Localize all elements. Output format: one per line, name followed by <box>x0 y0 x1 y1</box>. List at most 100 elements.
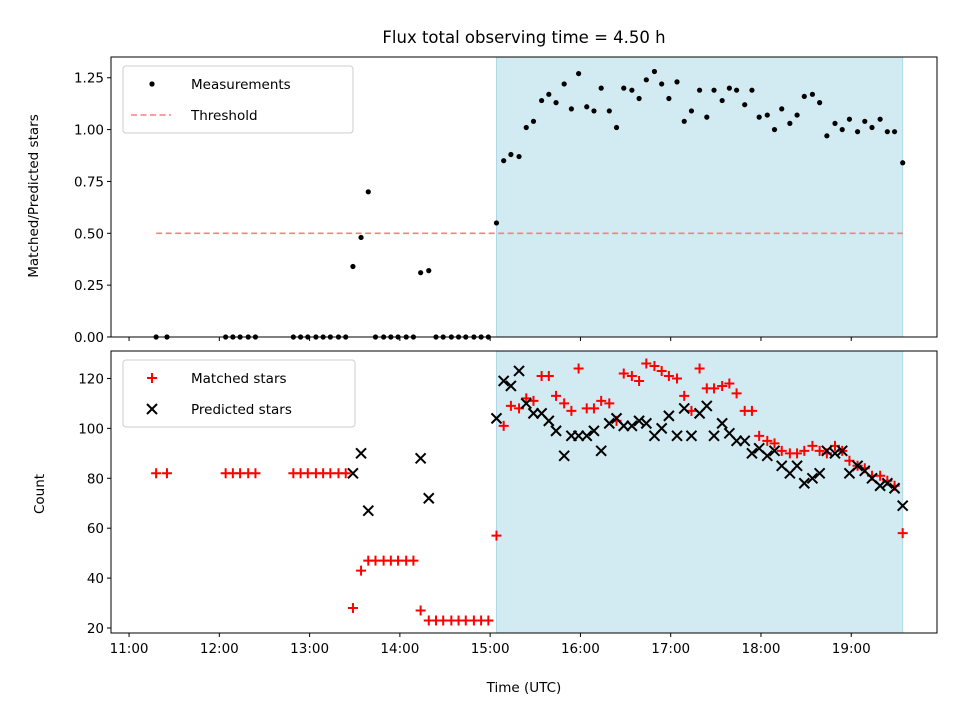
top-measurement-point <box>539 97 545 104</box>
bottom-legend-label: Predicted stars <box>191 402 292 418</box>
bottom-matched-point <box>566 405 577 416</box>
x-tick-label: 19:00 <box>832 641 871 657</box>
top-measurement-point <box>598 85 604 91</box>
top-measurement-point <box>516 153 522 160</box>
bottom-predicted-point <box>663 410 675 422</box>
bottom-matched-point <box>588 403 599 414</box>
top-legend-measurement-swatch <box>149 81 155 87</box>
top-measurement-point <box>426 268 432 274</box>
bottom-predicted-point <box>739 435 751 447</box>
bottom-y-tick-label: 20 <box>87 621 104 637</box>
bottom-predicted-point <box>633 415 645 427</box>
bottom-matched-point <box>491 530 502 541</box>
bottom-y-tick-label: 40 <box>87 571 104 587</box>
bottom-predicted-point <box>701 400 713 412</box>
top-measurement-point <box>613 124 620 131</box>
bottom-predicted-point <box>355 447 367 460</box>
bottom-matched-point <box>792 448 803 459</box>
bottom-predicted-point <box>813 467 826 479</box>
plots: 0.00 0.25 0.50 0.75 1.00 1.25 Measurements Thre… <box>74 56 938 657</box>
top-measurement-point <box>771 126 778 133</box>
bottom-matched-point <box>356 565 367 576</box>
bottom-predicted-point <box>543 415 555 427</box>
bottom-predicted-point <box>874 480 886 492</box>
top-measurement-point <box>756 114 762 120</box>
bottom-matched-point <box>746 405 757 416</box>
bottom-matched-point <box>626 370 637 381</box>
top-measurement-point <box>530 118 537 124</box>
bottom-axes-frame <box>110 350 938 634</box>
bottom-matched-point <box>679 390 690 401</box>
bottom-panel: 20 40 60 80 100 120 11:00 12:00 13:00 14:00 15:00 1… <box>78 350 938 657</box>
top-y-tick-label: 0.50 <box>74 226 104 242</box>
bottom-matched-point <box>408 555 419 566</box>
bottom-matched-point <box>656 365 667 376</box>
bottom-predicted-point <box>851 460 864 472</box>
top-measurement-point <box>794 112 800 118</box>
top-measurement-point <box>584 104 590 110</box>
top-legend-box <box>122 65 354 134</box>
bottom-predicted-point <box>716 417 728 430</box>
x-tick-label: 11:00 <box>110 641 149 657</box>
bottom-matched-point <box>483 615 494 626</box>
bottom-matched-point <box>717 380 728 391</box>
bottom-predicted-point <box>572 430 585 442</box>
top-measurement-point <box>546 91 552 97</box>
top-measurement-point <box>553 100 559 106</box>
top-measurement-point <box>523 124 529 131</box>
top-measurement-point <box>733 87 740 93</box>
x-axis-label: Time (UTC) <box>486 680 562 696</box>
top-measurement-point <box>629 87 635 93</box>
top-legend-label: Threshold <box>190 108 258 124</box>
bottom-matched-point <box>415 605 426 616</box>
top-y-tick-label: 1.00 <box>74 123 104 139</box>
top-measurement-point <box>877 116 883 122</box>
top-measurement-point <box>719 97 725 104</box>
bottom-matched-point <box>559 398 570 409</box>
bottom-matched-point <box>762 435 773 446</box>
bottom-predicted-point <box>558 450 570 462</box>
bottom-matched-point <box>250 468 261 479</box>
bottom-matched-point <box>769 438 780 449</box>
bottom-predicted-point <box>806 472 819 484</box>
x-tick-label: 17:00 <box>651 641 690 657</box>
bottom-predicted-point <box>768 445 781 457</box>
top-measurement-point <box>891 129 898 135</box>
bottom-predicted-point <box>550 425 562 437</box>
x-tick-label: 13:00 <box>290 641 329 657</box>
bottom-predicted-point <box>626 420 638 432</box>
bottom-matched-point <box>724 378 735 389</box>
bottom-predicted-point <box>746 447 758 460</box>
bottom-predicted-point <box>423 492 435 504</box>
bottom-predicted-point <box>414 452 427 465</box>
bottom-matched-point <box>604 398 615 409</box>
bottom-matched-point <box>634 375 645 386</box>
top-measurement-point <box>418 270 424 276</box>
bottom-matched-point <box>347 603 358 614</box>
top-measurement-point <box>711 87 717 93</box>
top-y-axis-label: Matched/Predicted stars <box>26 114 42 277</box>
top-measurement-point <box>824 133 830 139</box>
bottom-matched-point <box>618 368 629 379</box>
top-measurement-point <box>636 95 642 102</box>
bottom-matched-point <box>709 383 720 394</box>
bottom-matched-point <box>551 390 562 401</box>
top-y-tick-label: 1.25 <box>74 71 104 87</box>
bottom-legend-matched-swatch <box>147 373 157 383</box>
bottom-predicted-point <box>527 407 540 420</box>
bottom-predicted-point <box>520 397 532 410</box>
bottom-predicted-point <box>730 435 743 447</box>
top-measurement-point <box>749 87 755 93</box>
bottom-matched-point <box>151 468 162 479</box>
top-y-tick-label: 0.25 <box>74 278 104 294</box>
top-measurement-point <box>884 129 890 135</box>
top-measurement-point <box>576 70 582 77</box>
bottom-matched-point <box>649 360 660 371</box>
chart-title: Flux total observing time = 4.50 h <box>382 28 665 47</box>
bottom-predicted-point <box>888 482 901 494</box>
bottom-predicted-point <box>829 447 841 460</box>
top-measurement-point <box>681 118 687 124</box>
bottom-predicted-point <box>896 500 909 512</box>
top-measurement-point <box>358 234 364 241</box>
top-measurement-point <box>900 160 906 166</box>
